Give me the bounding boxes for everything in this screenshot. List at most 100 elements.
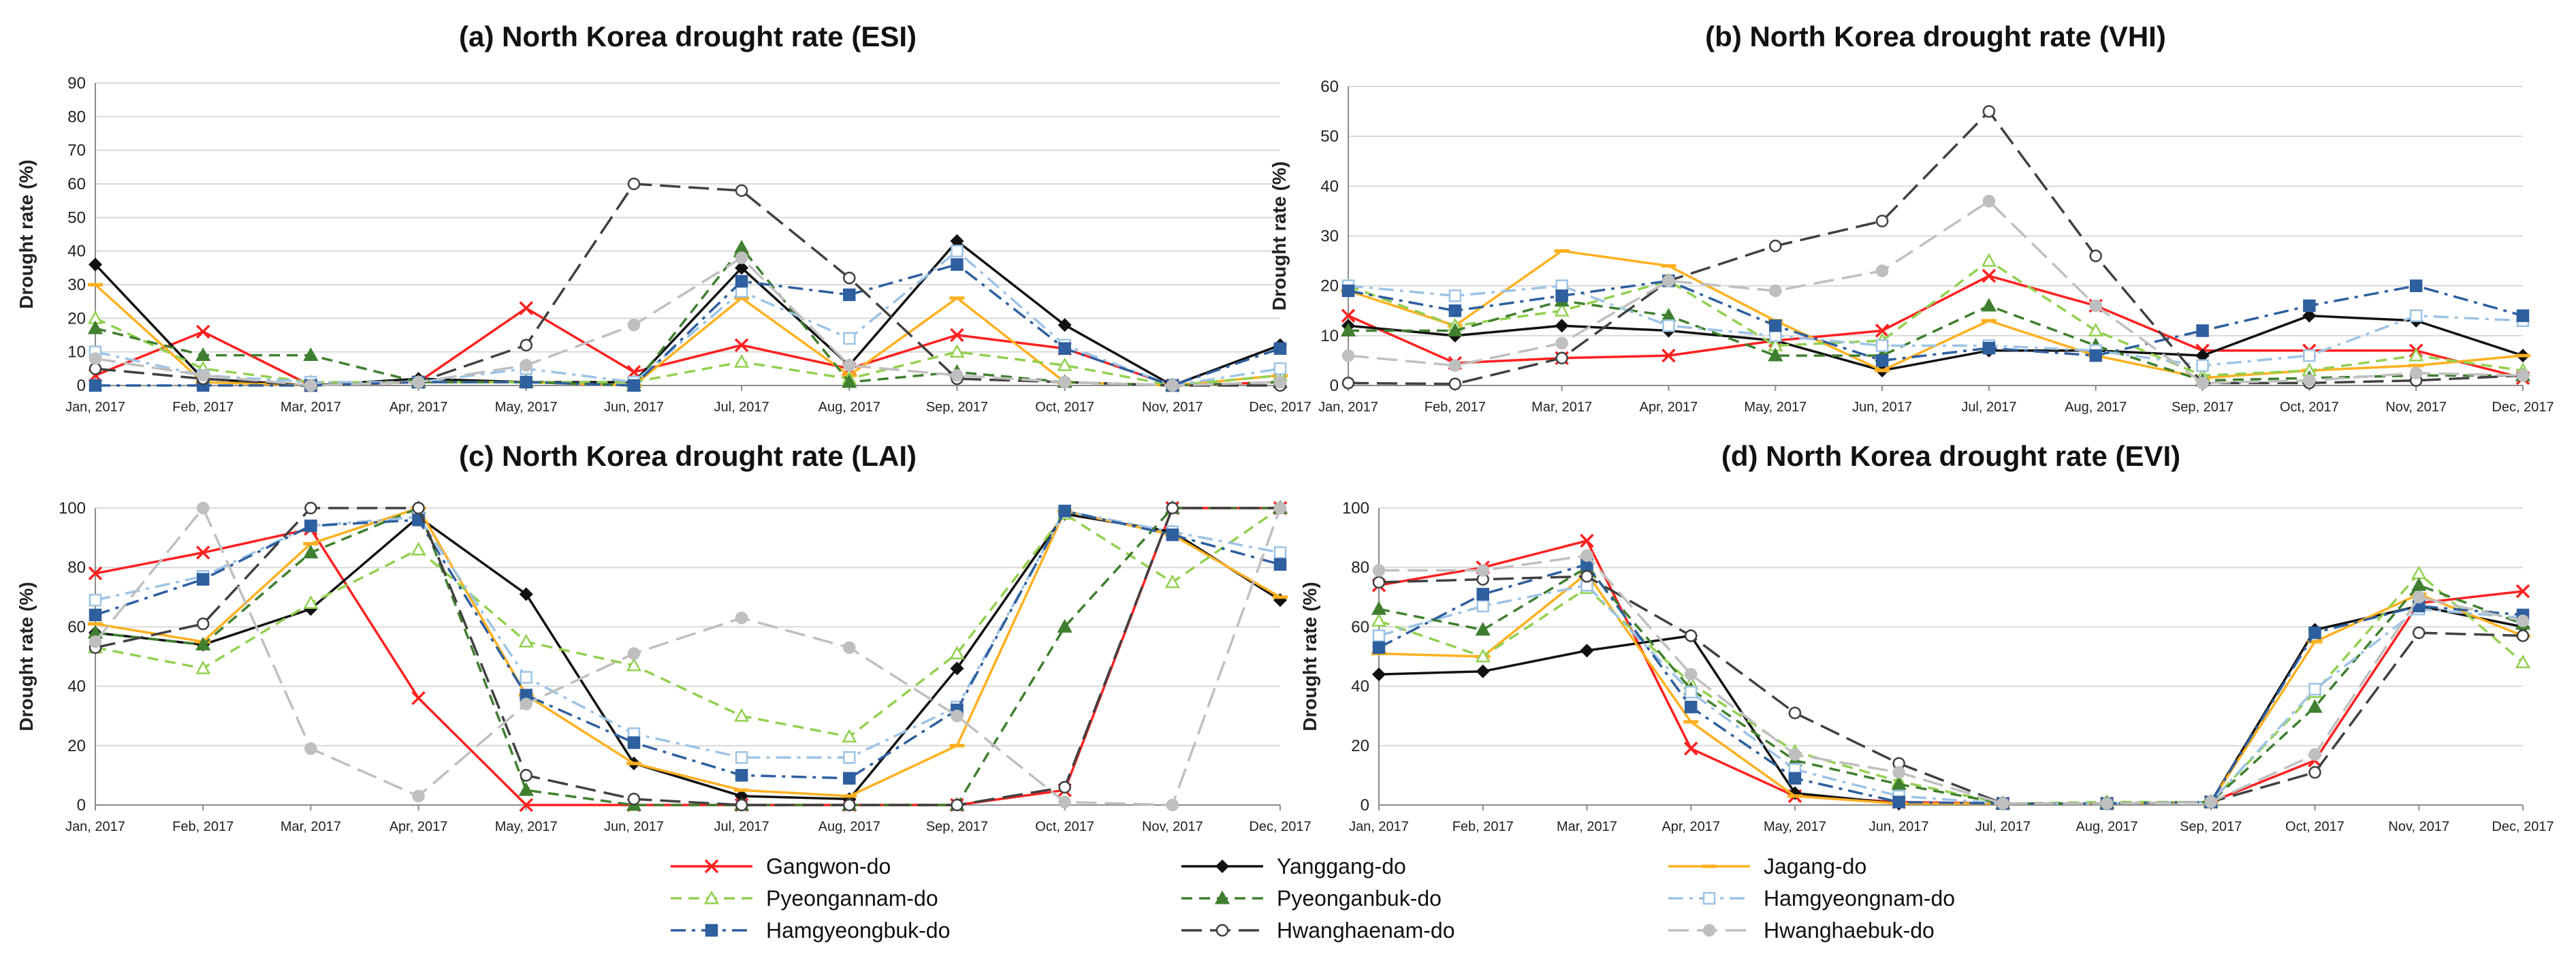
- data-point: [1982, 341, 1996, 355]
- data-point: [2196, 359, 2209, 372]
- data-point: [2303, 349, 2316, 362]
- data-point: [735, 798, 748, 812]
- data-point: [1555, 319, 1569, 333]
- series-pyeonganbuk-do: [1371, 559, 2531, 810]
- x-tick-label: Apr, 2017: [1661, 819, 1720, 834]
- chart-panel-4: (d) North Korea drought rate (EVI) 0 20 40 6…: [1299, 440, 2554, 834]
- series-line-yanggang-do: [1348, 314, 2524, 372]
- data-point: [843, 751, 856, 764]
- y-tick-label: 0: [77, 796, 86, 815]
- legend-marker: [1215, 924, 1229, 937]
- data-point: [627, 736, 641, 749]
- data-point: [2409, 366, 2423, 379]
- series-line-hamgyeongnam-do: [1378, 584, 2524, 805]
- series-line-hwanghaebuk-do: [94, 507, 1282, 806]
- legend-label: Pyeonganbuk-do: [1277, 886, 1442, 911]
- data-point: [627, 379, 641, 392]
- x-tick-label: Sep, 2017: [2180, 819, 2242, 834]
- legend-marker: [704, 859, 719, 874]
- data-point: [1555, 289, 1568, 302]
- chart-panel-1: (a) North Korea drought rate (ESI) 0 10 20 3…: [16, 20, 1311, 415]
- x-tick-label: Jun, 2017: [1869, 819, 1929, 834]
- x-tick-label: Nov, 2017: [2388, 819, 2449, 834]
- data-point: [1555, 336, 1568, 350]
- y-axis-label: Drought rate (%): [1269, 161, 1290, 311]
- series-pyeongannam-do: [1371, 565, 2531, 810]
- data-point: [733, 240, 750, 254]
- y-tick-label: 10: [67, 343, 86, 362]
- data-point: [1769, 319, 1782, 332]
- data-point: [735, 261, 749, 275]
- data-point: [627, 318, 641, 332]
- data-point: [1341, 349, 1355, 362]
- y-tick-label: 40: [1351, 678, 1369, 696]
- x-tick-label: May, 2017: [1744, 400, 1807, 415]
- x-tick-label: Apr, 2017: [389, 400, 448, 415]
- data-point: [2516, 309, 2530, 322]
- data-point: [2409, 309, 2423, 322]
- data-point: [195, 324, 210, 339]
- y-tick-label: 70: [67, 142, 86, 160]
- series-line-hamgyeongnam-do: [1348, 284, 2524, 367]
- data-point: [1768, 347, 1783, 362]
- series-line-pyeonganbuk-do: [1348, 299, 2523, 382]
- data-point: [950, 661, 964, 676]
- data-point: [1057, 618, 1072, 633]
- data-point: [1661, 348, 1676, 363]
- data-point: [1788, 748, 1802, 761]
- series-line-hwanghaenam-do: [1348, 110, 2524, 385]
- data-point: [89, 635, 102, 648]
- data-point: [2088, 322, 2103, 336]
- legend-item-pyeongannam-do: Pyeongannam-do: [671, 886, 938, 911]
- series-hwanghaebuk-do: [89, 251, 1287, 392]
- data-point: [196, 501, 210, 515]
- data-point: [843, 332, 856, 345]
- data-point: [626, 657, 642, 672]
- data-point: [950, 328, 964, 343]
- series-yanggang-do: [1371, 599, 2530, 810]
- series-line-yanggang-do: [95, 512, 1281, 801]
- series-hwanghaebuk-do: [1341, 195, 2530, 390]
- data-point: [1058, 505, 1071, 518]
- data-point: [1475, 622, 1491, 636]
- data-point: [735, 751, 748, 764]
- y-tick-label: 60: [67, 175, 86, 193]
- data-point: [89, 608, 102, 622]
- series-line-jagang-do: [1378, 572, 2524, 805]
- data-point: [843, 288, 856, 302]
- legend-item-yanggang-do: Yanggang-do: [1181, 854, 1406, 879]
- legend-label: Hamgyeongnam-do: [1764, 886, 1955, 911]
- data-point: [304, 519, 317, 533]
- data-point: [1891, 776, 1907, 790]
- series-yanggang-do: [1341, 309, 2530, 378]
- data-point: [2089, 249, 2102, 263]
- legend-item-hwanghaenam-do: Hwanghaenam-do: [1181, 918, 1455, 943]
- data-point: [304, 742, 317, 755]
- x-tick-label: Dec, 2017: [1249, 819, 1311, 834]
- legend-marker: [1215, 859, 1230, 874]
- data-point: [87, 320, 104, 334]
- series-line-hwanghaebuk-do: [1379, 554, 2524, 805]
- data-point: [88, 257, 103, 272]
- series-line-gangwon-do: [1348, 274, 2524, 379]
- x-tick-label: Mar, 2017: [1557, 819, 1617, 834]
- legend-label: Yanggang-do: [1277, 854, 1406, 879]
- y-tick-label: 80: [67, 558, 86, 577]
- data-point: [1371, 613, 1387, 627]
- data-point: [411, 541, 426, 556]
- x-tick-label: Nov, 2017: [2385, 400, 2447, 415]
- data-point: [303, 347, 319, 362]
- data-point: [735, 251, 748, 264]
- x-tick-label: Aug, 2017: [818, 819, 880, 834]
- data-point: [1166, 501, 1179, 515]
- series-line-pyeonganbuk-do: [95, 507, 1280, 806]
- y-tick-label: 40: [67, 242, 86, 261]
- data-point: [1788, 772, 1802, 785]
- data-point: [842, 374, 857, 388]
- data-point: [1341, 284, 1355, 298]
- y-tick-label: 10: [1320, 327, 1339, 345]
- y-tick-label: 50: [67, 208, 86, 227]
- series-hamgyeongbuk-do: [1372, 558, 2530, 810]
- y-axis-label: Drought rate (%): [1299, 582, 1320, 731]
- data-point: [1448, 359, 1462, 372]
